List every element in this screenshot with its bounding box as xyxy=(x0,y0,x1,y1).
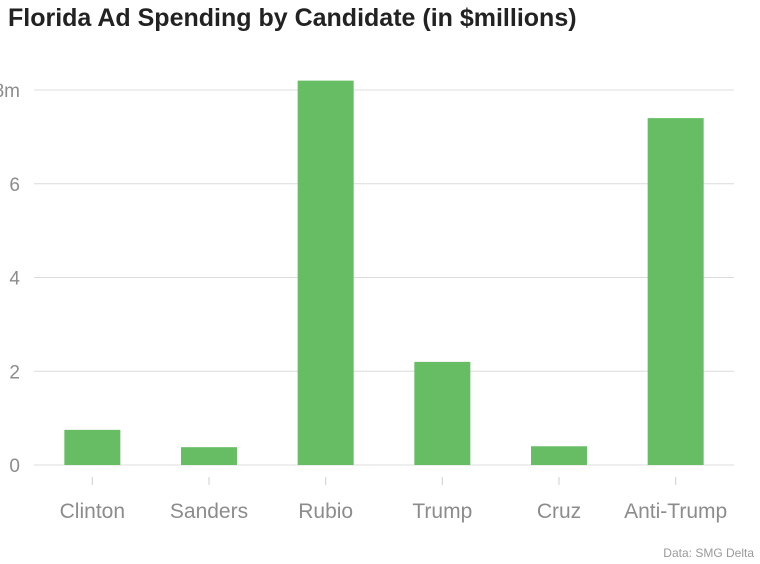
y-tick-label: 2 xyxy=(9,362,20,383)
x-tick-label: Cruz xyxy=(537,500,581,523)
x-tick-label: Rubio xyxy=(298,500,353,523)
bar-trump xyxy=(414,361,471,465)
y-tick-label: 0 xyxy=(9,456,20,477)
bar-clinton xyxy=(64,429,121,465)
chart-title: Florida Ad Spending by Candidate (in $mi… xyxy=(8,4,577,32)
bar-anti-trump xyxy=(647,118,704,465)
x-tick-label: Anti-Trump xyxy=(624,500,727,523)
x-tick-label: Sanders xyxy=(170,500,248,523)
x-tick-label: Clinton xyxy=(60,500,125,523)
bar-cruz xyxy=(531,446,587,465)
bar-rubio xyxy=(297,80,354,465)
source-note: Data: SMG Delta xyxy=(663,546,754,560)
y-tick-label: 4 xyxy=(9,269,20,290)
x-tick-label: Trump xyxy=(412,500,472,523)
y-tick-label: 8m xyxy=(0,81,20,102)
bar-sanders xyxy=(181,447,237,465)
y-tick-label: 6 xyxy=(9,175,20,196)
